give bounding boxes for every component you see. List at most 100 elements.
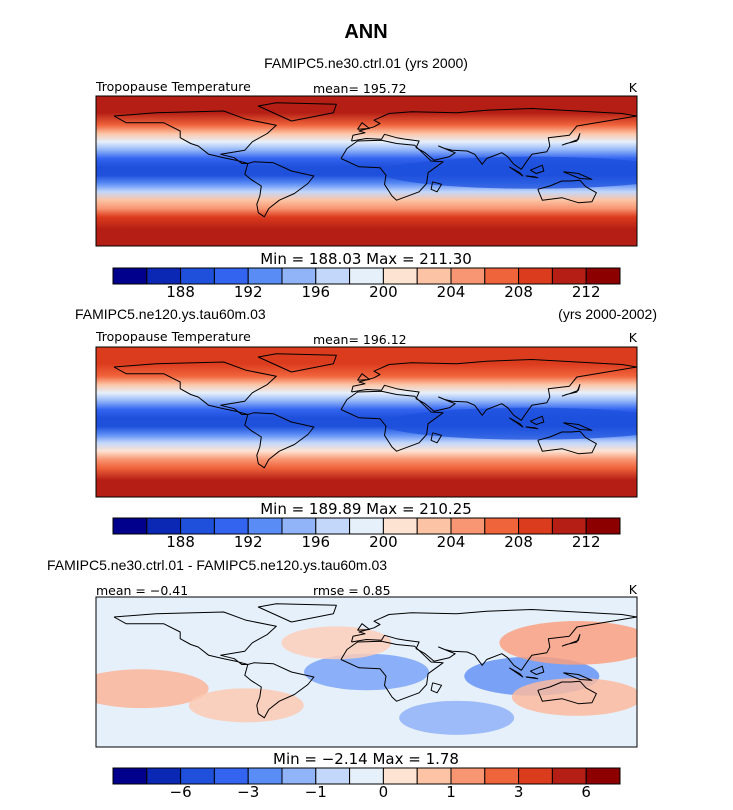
colorbar-tick-label: 208 <box>504 283 533 301</box>
colorbar-box <box>585 267 621 285</box>
coastline <box>509 667 524 678</box>
panel-1-heading: FAMIPC5.ne30.ctrl.01 (yrs 2000) <box>264 55 468 71</box>
panel-2-min-max: Min = 189.89 Max = 210.25 <box>260 500 472 518</box>
panel-1: FAMIPC5.ne30.ctrl.01 (yrs 2000) Tropopau… <box>95 55 638 301</box>
coastline <box>430 682 443 694</box>
colorbar-box <box>349 267 384 285</box>
colorbar-tick-label: 204 <box>437 533 466 551</box>
colorbar-box <box>213 517 249 535</box>
colorbar-box <box>315 767 351 785</box>
figure-title: ANN <box>344 21 387 43</box>
colorbar-box <box>416 267 452 285</box>
colorbar-box <box>247 517 283 535</box>
panel-3-units-label: K <box>629 582 638 597</box>
coastline <box>430 432 443 444</box>
coastline <box>113 361 277 415</box>
colorbar-tick-label: −1 <box>305 783 327 801</box>
coastline <box>244 662 315 719</box>
colorbar-box <box>416 517 452 535</box>
coastline <box>351 609 637 671</box>
coastline <box>563 672 593 681</box>
colorbar-box <box>518 517 553 535</box>
panel-2-variable-label: Tropopause Temperature <box>95 329 251 344</box>
panel-3-heading: FAMIPC5.ne30.ctrl.01 - FAMIPC5.ne120.ys.… <box>47 557 387 573</box>
anomaly-patch <box>188 688 304 723</box>
colorbar-box <box>585 767 621 785</box>
colorbar-box <box>247 267 283 285</box>
colorbar-box <box>551 517 587 535</box>
colorbar-box <box>281 767 317 785</box>
coastline <box>509 166 524 177</box>
coastline <box>357 373 370 381</box>
coastline <box>525 426 539 430</box>
colorbar-tick-label: 188 <box>166 283 195 301</box>
map-frame <box>95 346 638 498</box>
colorbar-box <box>146 267 182 285</box>
coastline <box>509 417 524 428</box>
anomaly-patch <box>281 626 392 660</box>
panel-1-variable-label: Tropopause Temperature <box>95 79 251 94</box>
colorbar-box <box>281 267 317 285</box>
coastline <box>563 422 593 431</box>
coastline <box>340 640 444 702</box>
panel-3-min-max: Min = −2.14 Max = 1.78 <box>273 750 459 768</box>
panel-1-colorbar: 188 192 196 200 204 208 212 <box>112 267 621 301</box>
panel-3: FAMIPC5.ne30.ctrl.01 - FAMIPC5.ne120.ys.… <box>47 557 638 801</box>
coastline <box>357 122 370 130</box>
colorbar-tick-label: 200 <box>369 533 398 551</box>
colorbar-box <box>518 267 553 285</box>
colorbar-box <box>180 267 215 285</box>
colorbar-box <box>416 767 452 785</box>
colorbar-tick-label: −6 <box>170 783 192 801</box>
colorbar-tick-label: 204 <box>437 283 466 301</box>
coastline <box>351 108 637 170</box>
colorbar-box <box>484 767 520 785</box>
colorbar-box <box>146 517 182 535</box>
coastline <box>563 171 593 180</box>
colorbar-tick-label: −3 <box>237 783 259 801</box>
panel-1-mean-label: mean= 195.72 <box>313 81 407 96</box>
colorbar-box <box>551 267 587 285</box>
panel-1-map <box>95 95 638 247</box>
panel-2-map <box>95 346 638 498</box>
coastline <box>561 133 581 146</box>
colorbar-tick-label: 208 <box>504 533 533 551</box>
colorbar-box <box>315 267 351 285</box>
panel-2-heading-years: (yrs 2000-2002) <box>558 306 657 322</box>
colorbar-box <box>450 517 486 535</box>
colorbar-box <box>247 767 283 785</box>
coastline <box>113 110 277 164</box>
coastline <box>113 611 277 665</box>
panel-3-map <box>95 596 638 748</box>
colorbar-box <box>484 267 520 285</box>
anomaly-patch <box>399 700 515 735</box>
colorbar-tick-label: 3 <box>514 783 524 801</box>
coastline <box>257 603 337 623</box>
colorbar-tick-label: 200 <box>369 283 398 301</box>
colorbar-box <box>349 517 384 535</box>
coastline <box>525 175 539 179</box>
map-frame <box>95 95 638 247</box>
panel-2-mean-label: mean= 196.12 <box>313 332 407 347</box>
panel-3-mean-label: mean = −0.41 <box>96 583 188 598</box>
coastline <box>561 384 581 397</box>
panel-2-colorbar: 188 192 196 200 204 208 212 <box>112 517 621 551</box>
coastline <box>537 179 597 204</box>
colorbar-box <box>281 517 317 535</box>
colorbar-box <box>484 517 520 535</box>
panel-2-heading: FAMIPC5.ne120.ys.tau60m.03 <box>75 306 266 322</box>
colorbar-box <box>112 267 148 285</box>
colorbar-tick-label: 188 <box>166 533 195 551</box>
colorbar-box <box>112 767 148 785</box>
panel-3-rmse-label: rmse = 0.85 <box>313 583 391 598</box>
colorbar-tick-label: 212 <box>572 533 601 551</box>
coastline <box>257 353 337 373</box>
coastline <box>537 680 597 705</box>
colorbar-box <box>450 267 486 285</box>
colorbar-box <box>315 517 351 535</box>
colorbar-tick-label: 192 <box>234 283 263 301</box>
colorbar-box <box>382 267 418 285</box>
coastline <box>357 623 370 631</box>
colorbar-box <box>180 517 215 535</box>
colorbar-box <box>518 767 553 785</box>
